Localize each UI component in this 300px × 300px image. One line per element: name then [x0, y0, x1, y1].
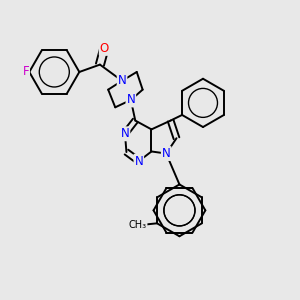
Text: CH₃: CH₃	[128, 220, 147, 230]
Text: N: N	[134, 155, 143, 168]
Text: F: F	[22, 65, 29, 79]
Text: N: N	[121, 127, 129, 140]
Text: N: N	[127, 93, 135, 106]
Text: N: N	[162, 147, 171, 160]
Text: O: O	[100, 42, 109, 55]
Text: N: N	[118, 74, 126, 87]
